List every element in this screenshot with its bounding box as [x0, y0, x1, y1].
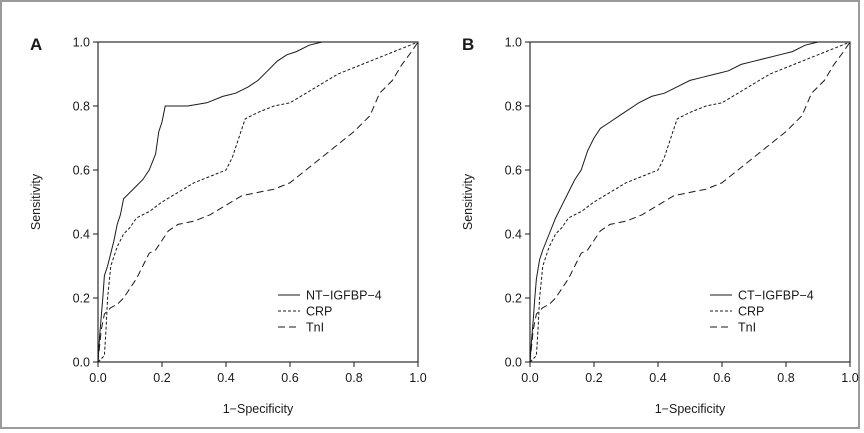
x-tick-label: 0.8 [777, 371, 794, 385]
legend-label: CRP [306, 305, 332, 319]
legend-label: NT−IGFBP−4 [306, 289, 382, 303]
series-line-solid [97, 41, 418, 363]
x-tick-label: 0.2 [585, 371, 602, 385]
x-tick-label: 1.0 [841, 371, 858, 385]
x-tick-label: 0.4 [217, 371, 234, 385]
y-tick-label: 0.0 [505, 356, 522, 370]
y-tick-label: 0.8 [505, 100, 522, 114]
y-tick-label: 0.8 [73, 100, 90, 114]
roc-chart-a: A 0.0 0.2 0.4 0.6 0.8 1.0 0.0 0.2 0.4 0.6 0.8 1.0 1−S… [29, 35, 427, 416]
x-tick-label: 0.4 [649, 371, 666, 385]
x-axis-label: 1−Specificity [223, 402, 294, 416]
legend-label: CRP [738, 305, 764, 319]
x-axis-label: 1−Specificity [655, 402, 726, 416]
y-axis-label: Sensitivity [29, 173, 43, 230]
series-line-dotted [529, 41, 851, 363]
y-tick-label: 0.2 [505, 292, 522, 306]
panel-letter: A [30, 35, 42, 54]
legend-label: TnI [306, 321, 324, 335]
x-tick-label: 0.6 [281, 371, 298, 385]
x-tick-label: 1.0 [409, 371, 426, 385]
series-line-dashed [97, 41, 419, 363]
x-tick-label: 0.6 [713, 371, 730, 385]
panel-letter: B [462, 35, 474, 54]
series-line-dotted [97, 41, 419, 363]
x-tick-label: 0.8 [345, 371, 362, 385]
plot-area-border [97, 41, 419, 363]
y-tick-label: 0.4 [505, 228, 522, 242]
y-tick-label: 0.4 [73, 228, 90, 242]
x-tick-label: 0.0 [521, 371, 538, 385]
x-tick-label: 0.2 [153, 371, 170, 385]
y-tick-label: 0.6 [505, 164, 522, 178]
roc-chart-b: B 0.0 0.2 0.4 0.6 0.8 1.0 0.0 0.2 0.4 0.6 0.8 1.0 1−S… [461, 35, 859, 416]
series-line-dashed [529, 41, 851, 363]
y-tick-label: 0.0 [73, 356, 90, 370]
plot-area-border [529, 41, 851, 363]
y-tick-label: 1.0 [505, 36, 522, 50]
y-tick-label: 0.2 [73, 292, 90, 306]
x-tick-label: 0.0 [89, 371, 106, 385]
series-line-solid [529, 41, 850, 363]
y-axis-label: Sensitivity [461, 173, 475, 230]
roc-panel-a: A 0.0 0.2 0.4 0.6 0.8 1.0 0.0 0.2 0.4 0.6 0.8 1.0 1−S… [29, 35, 427, 416]
y-tick-label: 1.0 [73, 36, 90, 50]
y-tick-label: 0.6 [73, 164, 90, 178]
roc-panel-b: B 0.0 0.2 0.4 0.6 0.8 1.0 0.0 0.2 0.4 0.6 0.8 1.0 1−S… [432, 0, 864, 433]
legend-label: CT−IGFBP−4 [738, 289, 814, 303]
legend-label: TnI [738, 321, 756, 335]
